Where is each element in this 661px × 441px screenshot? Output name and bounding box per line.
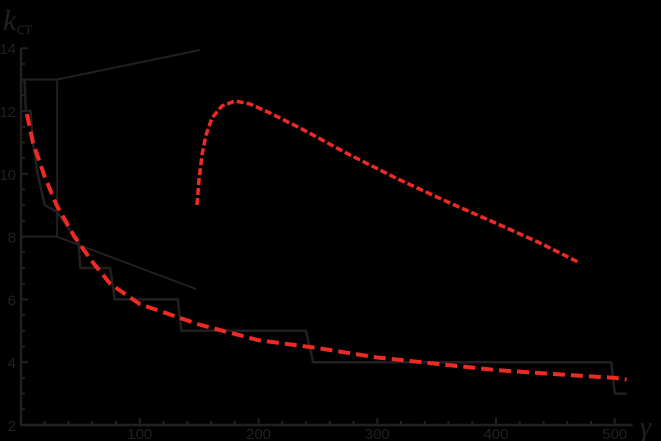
y-tick-label: 12	[0, 104, 16, 121]
y-tick-label: 8	[8, 230, 16, 247]
x-tick-label: 100	[127, 426, 152, 441]
zoom-guide-lines	[20, 49, 201, 290]
y-axis-title: kст	[3, 4, 32, 38]
x-tick-label: 200	[246, 426, 271, 441]
y-tick-label: 2	[8, 418, 16, 435]
dashed-curve	[24, 113, 627, 382]
x-axis-title: γ	[640, 412, 652, 441]
y-tick-label: 14	[0, 41, 16, 58]
inset-curve	[195, 99, 579, 264]
inset-dashed-curve	[195, 99, 579, 264]
zoom-box	[20, 78, 59, 238]
y-tick-label: 10	[0, 167, 16, 184]
data-series	[21, 78, 627, 395]
zoom-guide-top	[56, 49, 201, 81]
y-tick-label: 6	[8, 292, 16, 309]
axis-labels: kст γ	[3, 4, 652, 441]
x-tick-label: 500	[602, 426, 627, 441]
y-tick-label: 4	[8, 355, 16, 372]
x-tick-label: 300	[365, 426, 390, 441]
staircase-line	[21, 78, 627, 395]
x-tick-label: 400	[483, 426, 508, 441]
